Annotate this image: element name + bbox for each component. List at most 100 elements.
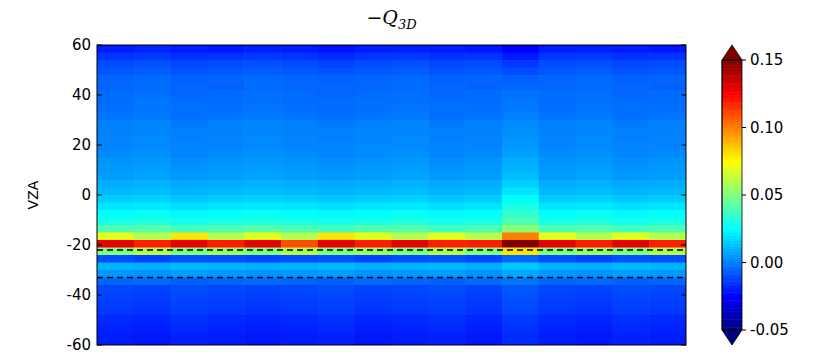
cell (649, 338, 686, 346)
cell (465, 248, 502, 256)
cell (465, 308, 502, 316)
cell (134, 75, 171, 83)
cell (171, 143, 208, 151)
cell (207, 203, 244, 211)
cell (392, 128, 429, 136)
cell (97, 60, 134, 68)
cell (207, 60, 244, 68)
cell (171, 278, 208, 286)
cell (244, 248, 281, 256)
cell (207, 188, 244, 196)
cell (502, 240, 539, 248)
cell (207, 128, 244, 136)
cell (612, 338, 649, 346)
y-tick-label: -60 (67, 336, 92, 354)
cell (392, 285, 429, 293)
cell (465, 105, 502, 113)
cell (465, 218, 502, 226)
cell (392, 323, 429, 331)
y-tick (681, 195, 686, 196)
cell (355, 120, 392, 128)
cell (171, 60, 208, 68)
cell (649, 293, 686, 301)
cell (539, 128, 576, 136)
cell (171, 188, 208, 196)
colorbar-tick (742, 262, 746, 263)
cell (576, 263, 613, 271)
cell (539, 98, 576, 106)
cell (318, 128, 355, 136)
cell (649, 308, 686, 316)
cell (281, 83, 318, 91)
cell (576, 165, 613, 173)
cell (392, 278, 429, 286)
cell (207, 75, 244, 83)
cell (649, 285, 686, 293)
cell (539, 150, 576, 158)
cell (539, 120, 576, 128)
cell (576, 278, 613, 286)
cell (539, 188, 576, 196)
cell (539, 195, 576, 203)
cell (502, 158, 539, 166)
y-tick-label: 20 (72, 136, 91, 154)
cell (612, 300, 649, 308)
cell (502, 195, 539, 203)
cell (134, 330, 171, 338)
cell (207, 248, 244, 256)
cell (281, 315, 318, 323)
cell (428, 285, 465, 293)
cell (392, 338, 429, 346)
cell (97, 338, 134, 346)
cell (576, 338, 613, 346)
cell (392, 135, 429, 143)
cell (244, 188, 281, 196)
cell (207, 150, 244, 158)
colorbar-tick (742, 195, 746, 196)
cell (244, 150, 281, 158)
colorbar-tick-label: 0.00 (750, 254, 783, 272)
cell (244, 263, 281, 271)
cell (649, 90, 686, 98)
cell (576, 248, 613, 256)
cell (207, 308, 244, 316)
cell (428, 98, 465, 106)
cell (134, 150, 171, 158)
cell (171, 248, 208, 256)
cell (428, 83, 465, 91)
cell (576, 68, 613, 76)
cell (576, 158, 613, 166)
cell (539, 203, 576, 211)
cell (355, 278, 392, 286)
cell (502, 105, 539, 113)
cell (97, 218, 134, 226)
cell (392, 188, 429, 196)
cell (134, 135, 171, 143)
cell (649, 113, 686, 121)
cell (612, 233, 649, 241)
cell (97, 323, 134, 331)
cell (392, 53, 429, 61)
cell (392, 113, 429, 121)
cell (502, 218, 539, 226)
cell (428, 158, 465, 166)
cell (612, 180, 649, 188)
cell (97, 225, 134, 233)
cell (171, 135, 208, 143)
cell (97, 285, 134, 293)
cell (244, 315, 281, 323)
colorbar-tick-label: -0.05 (750, 321, 789, 339)
cell (207, 98, 244, 106)
cell (649, 188, 686, 196)
cell (612, 315, 649, 323)
cell (207, 120, 244, 128)
cell (428, 68, 465, 76)
cell (171, 218, 208, 226)
cell (281, 45, 318, 53)
cell (134, 165, 171, 173)
cell (539, 75, 576, 83)
cell (281, 248, 318, 256)
colorbar-range (722, 60, 723, 330)
cell (244, 180, 281, 188)
cell (392, 98, 429, 106)
